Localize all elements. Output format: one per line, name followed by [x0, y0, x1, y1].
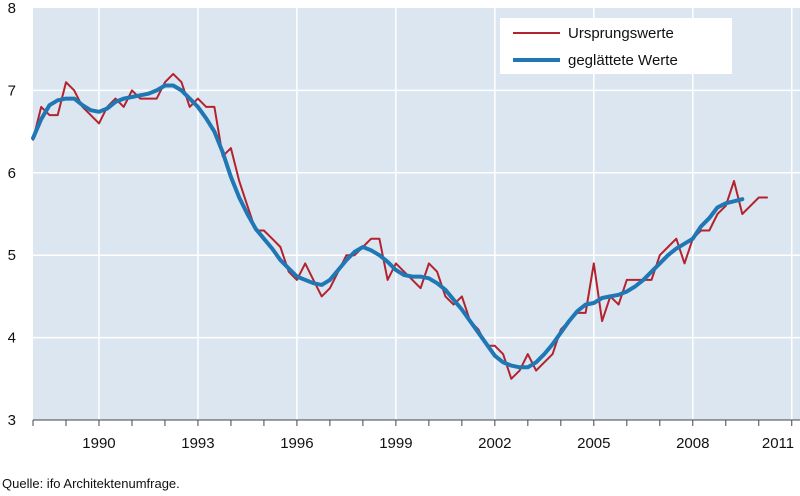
x-tick-label: 1996 — [280, 435, 313, 452]
x-tick-label: 2002 — [478, 435, 511, 452]
x-tick-label: 2005 — [577, 435, 610, 452]
y-tick-label: 8 — [8, 0, 16, 17]
legend-label-geglaettete-werte: geglättete Werte — [568, 52, 678, 69]
series-line-1 — [31, 83, 745, 370]
x-tick-label: 2011 — [762, 435, 794, 452]
y-tick-label: 6 — [8, 165, 16, 182]
source-note: Quelle: ifo Architektenumfrage. — [2, 476, 180, 491]
plot-background — [33, 8, 800, 420]
legend: Ursprungswerte geglättete Werte — [500, 18, 732, 74]
y-tick-label: 4 — [8, 330, 16, 347]
grid — [33, 8, 800, 420]
x-tick-label: 2008 — [676, 435, 709, 452]
legend-label-ursprungswerte: Ursprungswerte — [568, 25, 674, 42]
legend-box — [500, 18, 732, 74]
y-tick-label: 7 — [8, 82, 16, 99]
y-tick-label: 5 — [8, 247, 16, 264]
x-tick-label: 1990 — [82, 435, 115, 452]
y-tick-label: 3 — [8, 412, 16, 429]
x-tick-label: 1993 — [181, 435, 214, 452]
axes: 3 4 5 6 7 8 1990 1993 1996 1999 2002 2005 2008 2011 — [8, 0, 800, 452]
x-tick-label: 1999 — [379, 435, 412, 452]
series-lines — [31, 72, 768, 380]
